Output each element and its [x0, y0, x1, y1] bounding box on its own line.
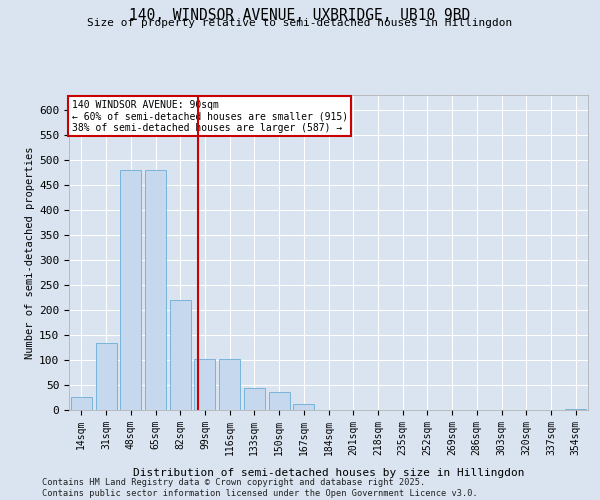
Text: Contains HM Land Registry data © Crown copyright and database right 2025.
Contai: Contains HM Land Registry data © Crown c… [42, 478, 478, 498]
Bar [194, 358, 215, 410]
Bar [71, 396, 92, 410]
Bar [293, 404, 314, 410]
Bar [145, 170, 166, 410]
Bar [244, 388, 265, 410]
Text: Size of property relative to semi-detached houses in Hillingdon: Size of property relative to semi-detach… [88, 18, 512, 28]
Bar [565, 408, 586, 410]
Bar [219, 358, 240, 410]
Bar [120, 170, 141, 410]
Y-axis label: Number of semi-detached properties: Number of semi-detached properties [25, 146, 35, 359]
Text: Distribution of semi-detached houses by size in Hillingdon: Distribution of semi-detached houses by … [133, 468, 524, 477]
Text: 140 WINDSOR AVENUE: 90sqm
← 60% of semi-detached houses are smaller (915)
38% of: 140 WINDSOR AVENUE: 90sqm ← 60% of semi-… [71, 100, 348, 133]
Bar [95, 342, 116, 410]
Bar [269, 392, 290, 410]
Text: 140, WINDSOR AVENUE, UXBRIDGE, UB10 9BD: 140, WINDSOR AVENUE, UXBRIDGE, UB10 9BD [130, 8, 470, 22]
Bar [170, 300, 191, 410]
